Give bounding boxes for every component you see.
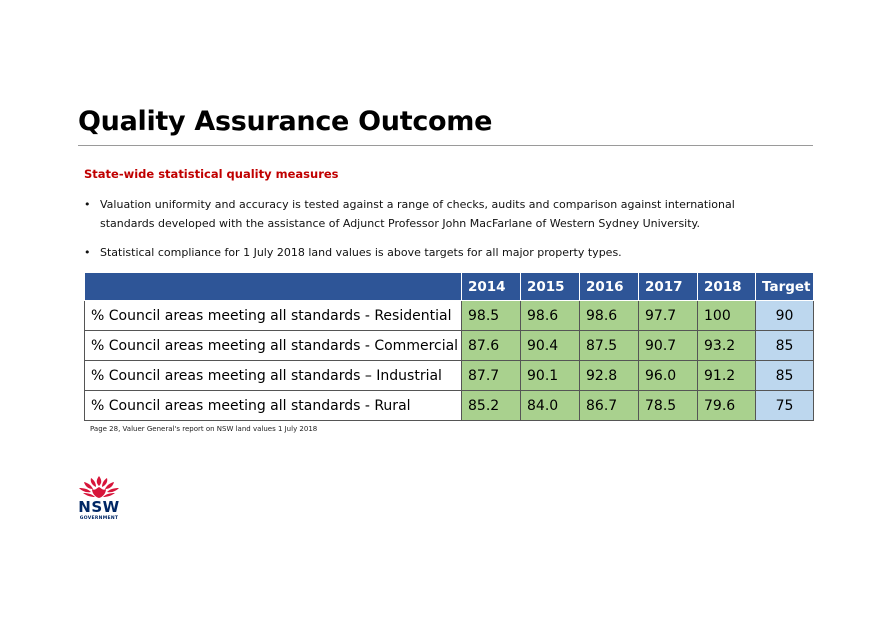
header-cell-target: Target	[755, 272, 814, 301]
nsw-government-logo: NSW GOVERNMENT	[74, 476, 124, 526]
value-cell: 93.2	[697, 330, 756, 361]
header-cell-2018: 2018	[697, 272, 756, 301]
header-cell-2015: 2015	[520, 272, 580, 301]
value-cell: 86.7	[579, 390, 639, 421]
target-cell: 85	[755, 330, 814, 361]
bullet-list: Valuation uniformity and accuracy is tes…	[84, 195, 784, 272]
value-cell: 97.7	[638, 300, 698, 331]
value-cell: 90.1	[520, 360, 580, 391]
value-cell: 84.0	[520, 390, 580, 421]
header-cell-2016: 2016	[579, 272, 639, 301]
value-cell: 92.8	[579, 360, 639, 391]
value-cell: 85.2	[461, 390, 521, 421]
row-label: % Council areas meeting all standards - …	[84, 300, 462, 331]
table-header-row: 2014 2015 2016 2017 2018 Target	[84, 272, 814, 301]
row-label: % Council areas meeting all standards - …	[84, 330, 462, 361]
value-cell: 90.4	[520, 330, 580, 361]
title-divider	[78, 145, 813, 146]
value-cell: 91.2	[697, 360, 756, 391]
logo-wordmark: NSW	[78, 498, 120, 516]
value-cell: 98.5	[461, 300, 521, 331]
header-cell-2014: 2014	[461, 272, 521, 301]
value-cell: 100	[697, 300, 756, 331]
logo-subtext: GOVERNMENT	[79, 516, 119, 521]
header-cell-2017: 2017	[638, 272, 698, 301]
value-cell: 78.5	[638, 390, 698, 421]
value-cell: 79.6	[697, 390, 756, 421]
value-cell: 87.5	[579, 330, 639, 361]
page-title: Quality Assurance Outcome	[78, 106, 493, 137]
value-cell: 98.6	[520, 300, 580, 331]
value-cell: 87.6	[461, 330, 521, 361]
value-cell: 98.6	[579, 300, 639, 331]
bullet-item: Valuation uniformity and accuracy is tes…	[84, 195, 784, 233]
value-cell: 90.7	[638, 330, 698, 361]
table-row: % Council areas meeting all standards - …	[84, 300, 814, 331]
table-row: % Council areas meeting all standards - …	[84, 330, 814, 361]
table-row: % Council areas meeting all standards – …	[84, 360, 814, 391]
waratah-icon	[79, 476, 119, 498]
value-cell: 96.0	[638, 360, 698, 391]
row-label: % Council areas meeting all standards – …	[84, 360, 462, 391]
quality-table: 2014 2015 2016 2017 2018 Target % Counci…	[84, 272, 814, 421]
table-row: % Council areas meeting all standards - …	[84, 390, 814, 421]
source-footnote: Page 28, Valuer General's report on NSW …	[90, 425, 318, 433]
target-cell: 85	[755, 360, 814, 391]
value-cell: 87.7	[461, 360, 521, 391]
target-cell: 75	[755, 390, 814, 421]
header-cell-label	[84, 272, 462, 301]
row-label: % Council areas meeting all standards - …	[84, 390, 462, 421]
bullet-item: Statistical compliance for 1 July 2018 l…	[84, 243, 784, 262]
target-cell: 90	[755, 300, 814, 331]
section-subtitle: State-wide statistical quality measures	[84, 167, 339, 181]
